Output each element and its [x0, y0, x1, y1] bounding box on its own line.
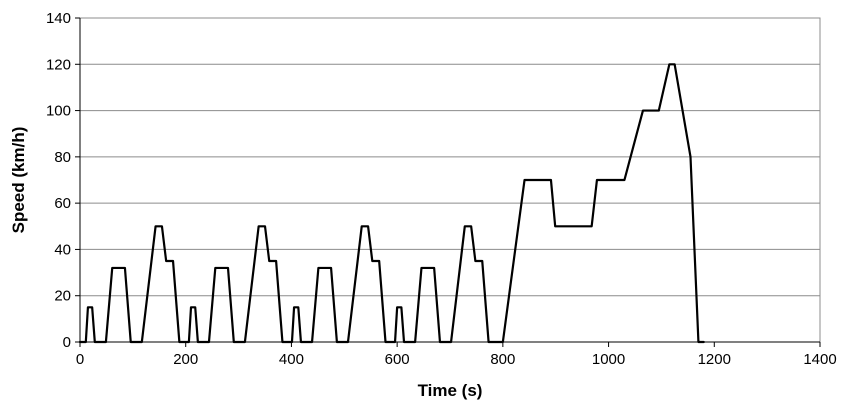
plot-frame [79, 17, 821, 343]
x-tick-label: 800 [490, 351, 515, 368]
y-tick-label: 140 [46, 10, 71, 27]
y-tick-label: 60 [54, 195, 71, 212]
y-axis-title: Speed (km/h) [9, 127, 28, 234]
y-tick-label: 80 [54, 149, 71, 166]
y-tick-label: 0 [63, 334, 71, 351]
y-tick-label: 20 [54, 288, 71, 305]
x-tick-label: 1200 [698, 351, 731, 368]
x-tick-label: 600 [385, 351, 410, 368]
axes-layer [75, 17, 821, 347]
series-layer [78, 63, 705, 344]
x-tick-label: 1000 [592, 351, 625, 368]
y-tick-label: 120 [46, 56, 71, 73]
x-tick-label: 400 [279, 351, 304, 368]
y-tick-label: 100 [46, 103, 71, 120]
grid-layer [80, 17, 820, 297]
speed-series-line [78, 63, 705, 344]
x-axis-title: Time (s) [418, 381, 483, 400]
x-tick-label: 0 [76, 351, 84, 368]
x-tick-label: 1400 [803, 351, 836, 368]
x-tick-label: 200 [173, 351, 198, 368]
y-tick-label: 40 [54, 241, 71, 258]
